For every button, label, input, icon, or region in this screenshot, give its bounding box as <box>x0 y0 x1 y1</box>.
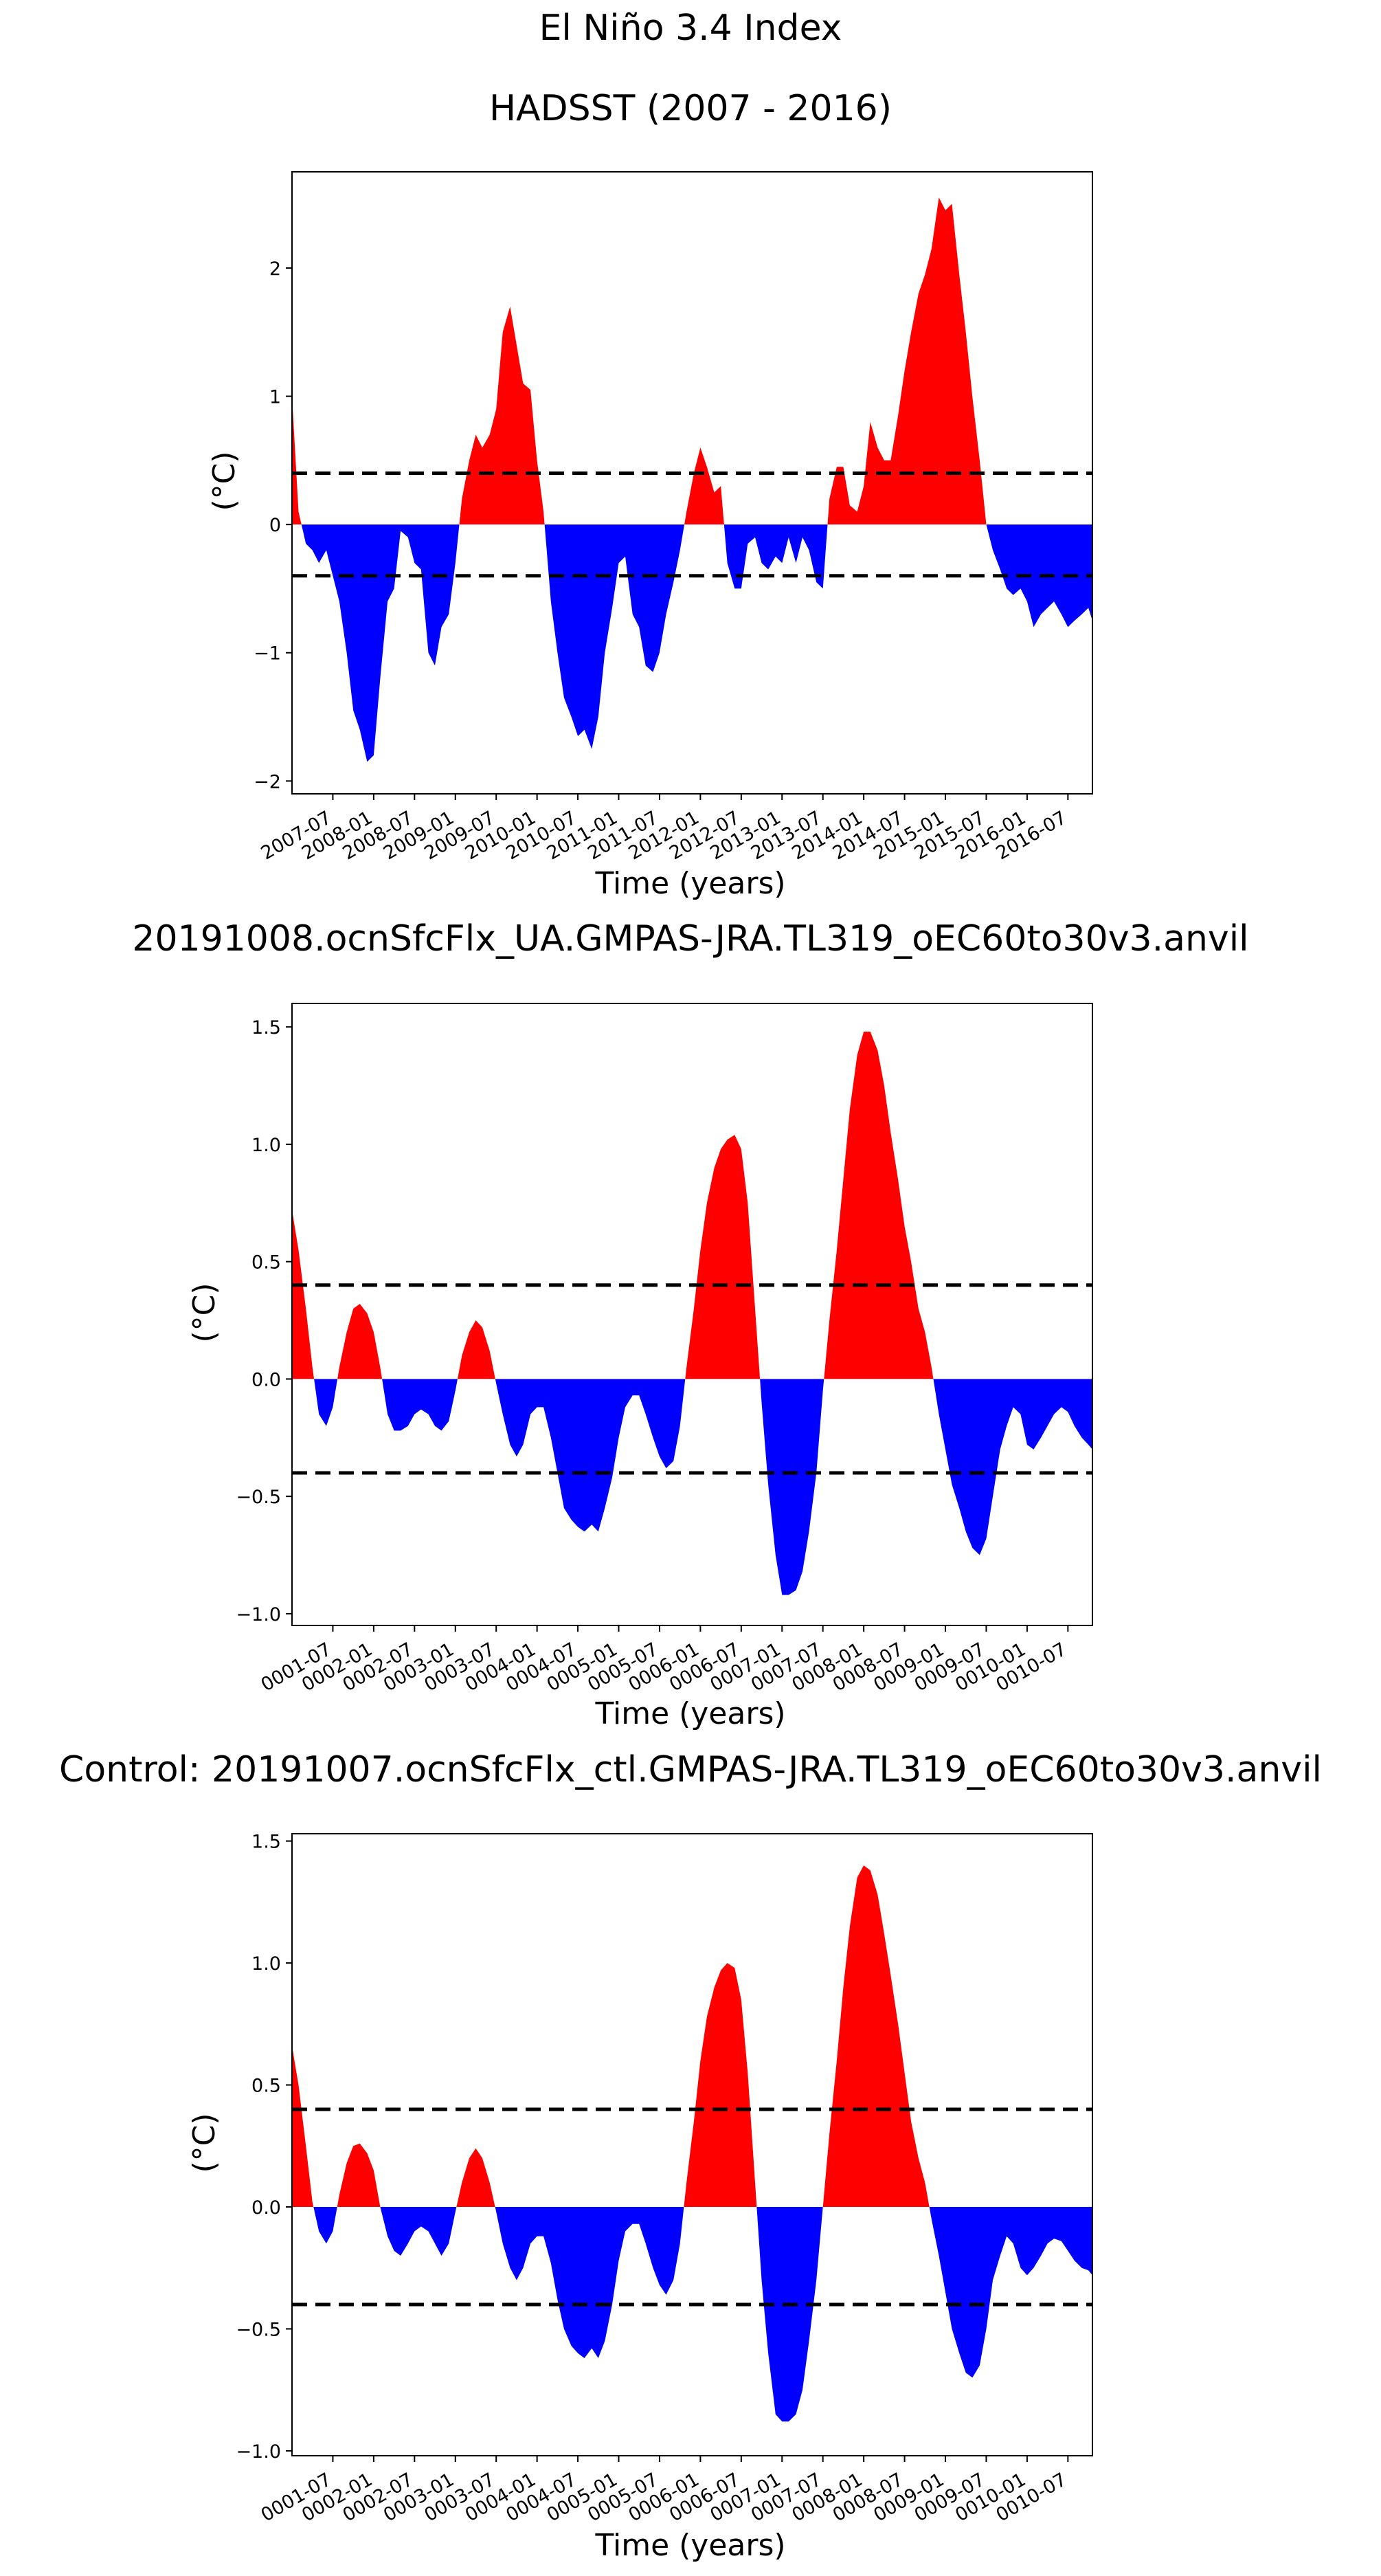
chart-title: HADSST (2007 - 2016) <box>489 88 892 129</box>
y-axis-label: (°C) <box>187 1283 222 1342</box>
y-tick-label: 1 <box>269 387 281 408</box>
y-tick-label: −0.5 <box>236 1487 281 1508</box>
y-tick-label: −2 <box>254 771 281 792</box>
y-tick-label: 1.0 <box>251 1135 281 1156</box>
y-tick-label: −1.0 <box>236 1604 281 1625</box>
y-tick-label: 1.5 <box>251 1832 281 1853</box>
y-axis-label: (°C) <box>207 451 242 511</box>
chart-panel-ua: 20191008.ocnSfcFlx_UA.GMPAS-JRA.TL319_oE… <box>132 918 1248 1731</box>
plot-frame <box>291 1003 1093 1626</box>
plot-frame <box>291 1833 1093 2456</box>
figure-title: El Niño 3.4 Index <box>539 8 842 49</box>
y-tick-label: 0.0 <box>251 1369 281 1390</box>
negative-anomaly-area <box>314 1379 1092 1595</box>
y-tick-label: 0.0 <box>251 2197 281 2219</box>
plot-frame <box>291 171 1093 795</box>
y-tick-label: 1.5 <box>251 1017 281 1039</box>
y-tick-label: 2 <box>269 258 281 280</box>
chart-panel-control: Control: 20191007.ocnSfcFlx_ctl.GMPAS-JR… <box>59 1749 1322 2563</box>
positive-anomaly-area <box>292 1032 1092 1379</box>
negative-anomaly-area <box>301 524 1092 762</box>
y-tick-label: 1.0 <box>251 1953 281 1975</box>
y-tick-label: −1 <box>254 643 281 665</box>
chart-panel-hadsst: HADSST (2007 - 2016) Time (years) (°C) −… <box>207 88 1093 901</box>
y-tick-label: −0.5 <box>236 2319 281 2340</box>
y-axis-label: (°C) <box>187 2113 222 2173</box>
x-axis-label: Time (years) <box>594 1696 785 1731</box>
positive-anomaly-area <box>292 197 1092 525</box>
chart-title: Control: 20191007.ocnSfcFlx_ctl.GMPAS-JR… <box>59 1749 1322 1790</box>
y-tick-label: 0 <box>269 515 281 536</box>
y-tick-label: −1.0 <box>236 2441 281 2463</box>
x-axis-label: Time (years) <box>594 866 785 901</box>
negative-anomaly-area <box>292 2207 1092 2422</box>
positive-anomaly-area <box>292 1865 1092 2207</box>
y-tick-label: 0.5 <box>251 2076 281 2097</box>
x-axis-label: Time (years) <box>594 2528 785 2563</box>
y-tick-label: 0.5 <box>251 1252 281 1274</box>
chart-title: 20191008.ocnSfcFlx_UA.GMPAS-JRA.TL319_oE… <box>132 918 1248 959</box>
